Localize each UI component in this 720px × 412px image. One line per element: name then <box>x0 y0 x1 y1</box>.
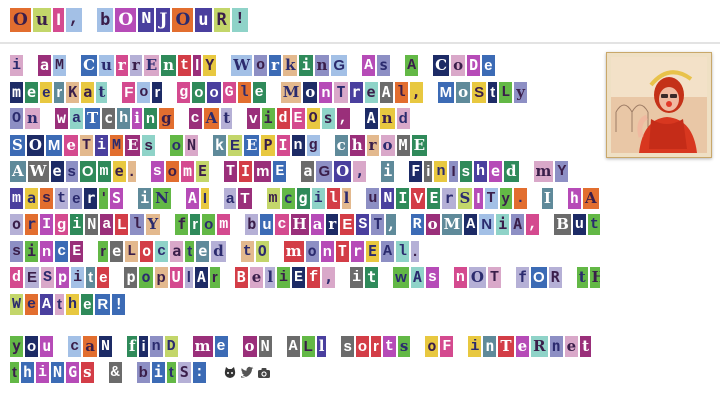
ransom-word: hAil <box>567 187 600 209</box>
profile-photo-image <box>611 57 707 153</box>
github-icon[interactable] <box>223 366 237 380</box>
ransom-word: I <box>541 187 553 209</box>
twitter-icon[interactable] <box>240 366 254 380</box>
ransom-word: tHE <box>576 267 600 288</box>
header-divider <box>0 42 720 44</box>
ransom-word: A <box>405 55 419 76</box>
profile-photo <box>606 52 712 158</box>
ransom-word: m a s t e r ' S <box>10 187 124 209</box>
social-links <box>223 362 274 381</box>
ransom-word: & <box>108 362 122 383</box>
ransom-word: i <box>10 55 24 76</box>
camera-icon[interactable] <box>257 366 271 380</box>
ransom-word: i <box>381 161 395 182</box>
